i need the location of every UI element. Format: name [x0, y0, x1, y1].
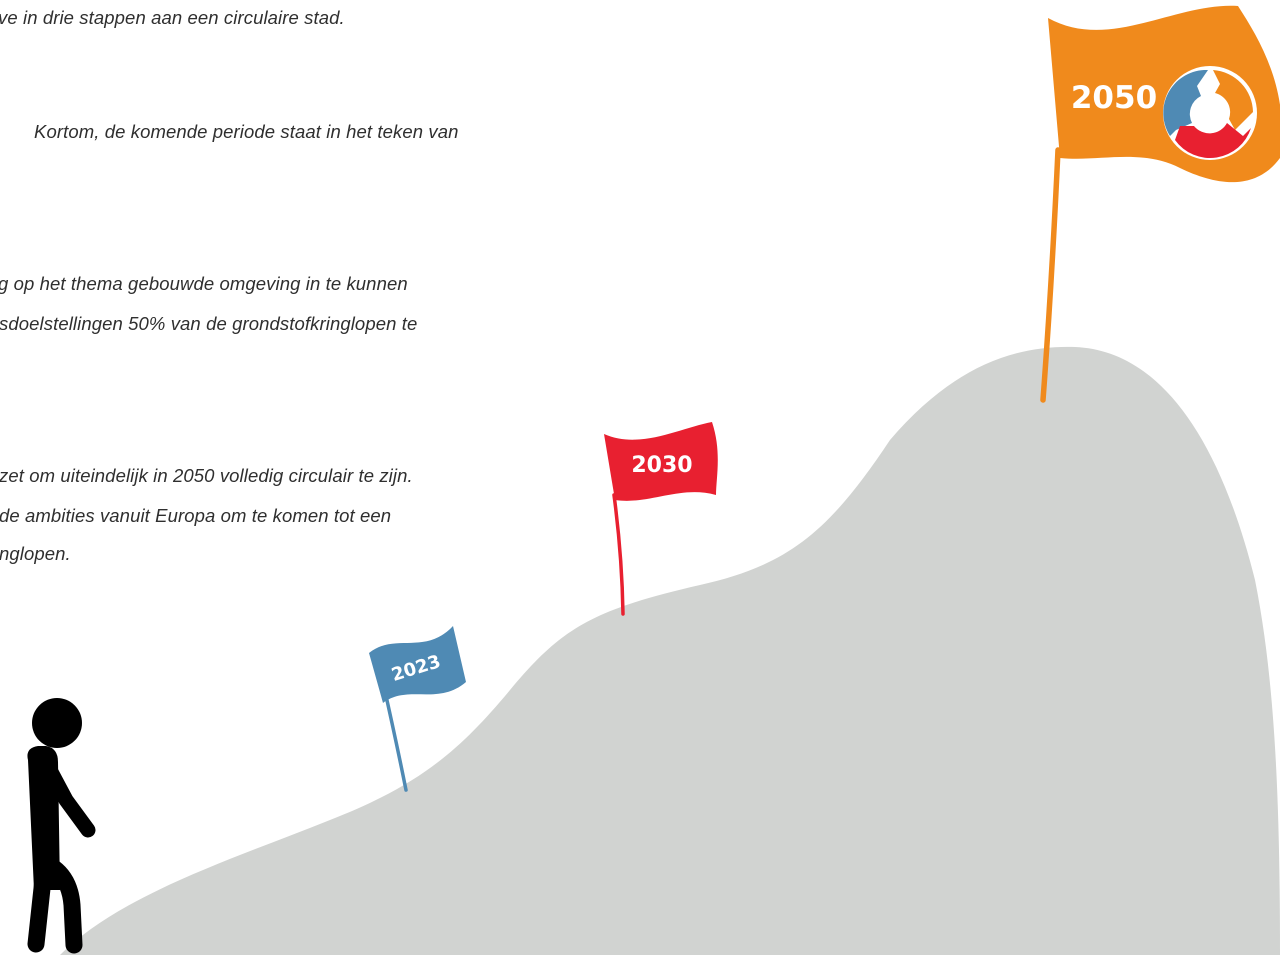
flag-2050-pole: [1040, 147, 1061, 403]
text-line-6: de ambities vanuit Europa om te komen to…: [0, 505, 392, 526]
text-line-7: nglopen.: [0, 543, 71, 564]
text-line-1: ve in drie stappen aan een circulaire st…: [0, 7, 345, 28]
circular-icon-segment-red: [1175, 123, 1251, 159]
flag-2030-pole: [612, 493, 625, 616]
text-line-5: zet om uiteindelijk in 2050 volledig cir…: [0, 465, 413, 486]
text-line-4: sdoelstellingen 50% van de grondstofkrin…: [0, 313, 418, 334]
flag-2050: 2050: [1040, 5, 1280, 403]
flag-2030-cloth: [604, 422, 718, 501]
hiker-leg-front: [45, 859, 83, 954]
mountain-shape: [60, 346, 1280, 955]
hiker-leg-back: [27, 861, 53, 953]
text-line-3: g op het thema gebouwde omgeving in te k…: [0, 273, 408, 294]
hiker-figure: [27, 698, 96, 954]
flag-2023-cloth: [369, 626, 466, 703]
flag-2050-label: 2050: [1071, 80, 1157, 116]
flag-2030-label: 2030: [631, 453, 692, 478]
circular-icon-segment-orange: [1213, 70, 1253, 130]
flag-2030: 2030: [604, 422, 718, 616]
circular-icon-segment-blue: [1163, 70, 1208, 136]
circular-economy-icon: [1163, 66, 1257, 160]
flag-2023: 2023: [369, 626, 466, 792]
text-line-2: Kortom, de komende periode staat in het …: [34, 121, 459, 142]
hiker-arm: [36, 762, 96, 860]
hiker-head: [32, 698, 82, 748]
